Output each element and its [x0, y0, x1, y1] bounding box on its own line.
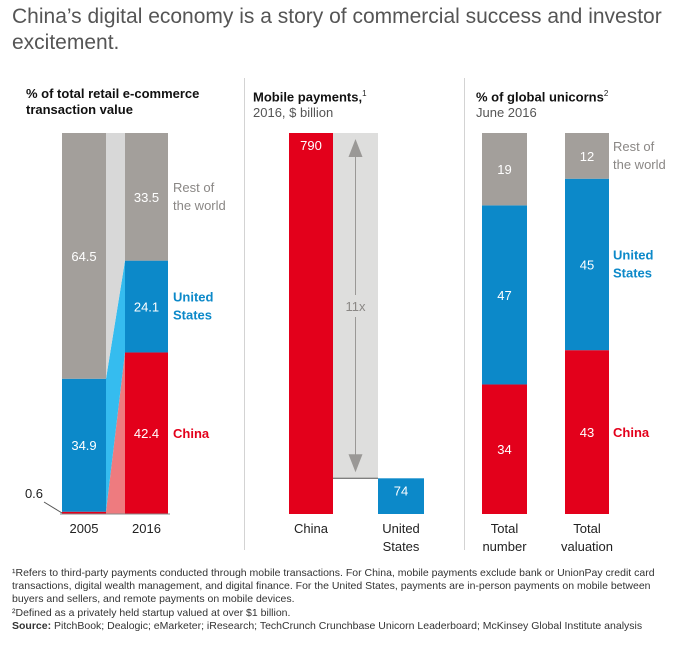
unicorn-bar-total-number-china: [482, 384, 527, 514]
unicorn-legend-us-line-2: States: [613, 265, 652, 280]
ecommerce-bar-2016-china: [125, 352, 168, 514]
mobile-value-us: 74: [394, 483, 408, 498]
mobile-bar-us: [378, 478, 424, 514]
ecommerce-bar-2016-rest: [125, 133, 168, 261]
footnotes: ¹Refers to third-party payments conducte…: [12, 567, 680, 633]
unicorn-category-total-number-line-1: Total: [491, 521, 519, 536]
ecommerce-value-2005-us: 34.9: [71, 438, 96, 453]
ecommerce-connector-us: [106, 260, 125, 512]
unicorn-value-total-valuation-us: 45: [580, 257, 594, 272]
ecommerce-value-2016-us: 24.1: [134, 300, 159, 315]
panel-heading-unicorns-text: % of global unicorns: [476, 89, 604, 105]
ecommerce-bar-2016-us: [125, 260, 168, 353]
panel-subheading-unicorns: June 2016: [476, 105, 537, 121]
ecommerce-legend-rest-line-1: Rest of: [173, 180, 215, 195]
mobile-category-china: China: [294, 521, 329, 536]
ecommerce-connector-rest: [106, 133, 125, 379]
panel-divider-left: [244, 78, 245, 550]
unicorn-value-total-number-us: 47: [497, 288, 511, 303]
charts-canvas: 34.9 64.5 2005 42.4 24.1 33.5 2016 0.6 Rest of th…: [25, 133, 666, 554]
mobile-arrow-head-up: [348, 139, 363, 157]
unicorn-value-total-valuation-china: 43: [580, 425, 594, 440]
ecommerce-legend-rest-line-2: the world: [173, 198, 226, 213]
source-text: PitchBook; Dealogic; eMarketer; iResearc…: [51, 619, 643, 632]
mobile-bar-china: [289, 133, 333, 514]
ecommerce-bar-2005-china: [62, 511, 106, 514]
unicorn-legend-rest-line-2: the world: [613, 157, 666, 172]
ecommerce-value-2005-china: 0.6: [25, 486, 43, 501]
ecommerce-leader-line: [43, 501, 63, 514]
panel-heading-mobile-payments: Mobile payments,1 2016, $ billion: [253, 86, 453, 121]
unicorn-legend-china: China: [613, 425, 650, 440]
ecommerce-legend-us-line-2: States: [173, 308, 212, 323]
panel-heading-mobile-payments-text: Mobile payments,: [253, 89, 363, 105]
unicorn-legend-rest-line-1: Rest of: [613, 139, 655, 154]
unicorn-category-total-valuation-line-2: valuation: [561, 539, 613, 554]
ecommerce-bar-2005-us: [62, 378, 106, 512]
panel-heading-unicorns: % of global unicorns2 June 2016: [476, 86, 676, 121]
mobile-annotation-11x: 11x: [346, 299, 366, 314]
unicorn-value-total-valuation-rest: 12: [580, 149, 594, 164]
footnote-marker-2: 2: [603, 89, 609, 98]
footnote-1: ¹Refers to third-party payments conducte…: [12, 567, 655, 606]
ecommerce-legend-us-line-1: United: [173, 290, 214, 305]
unicorn-bar-total-number-us: [482, 205, 527, 385]
source-note: Source: PitchBook; Dealogic; eMarketer; …: [12, 620, 680, 633]
ecommerce-connector-china: [106, 352, 125, 514]
mobile-category-us-line-1: United: [382, 521, 420, 536]
panel-subheading-mobile-payments: 2016, $ billion: [253, 105, 334, 121]
footnote-marker-1: 1: [362, 89, 367, 98]
ecommerce-bar-2005-rest: [62, 133, 106, 379]
ecommerce-value-2016-rest: 33.5: [134, 190, 159, 205]
unicorn-bar-total-valuation-china: [565, 350, 609, 514]
mobile-arrow-head-down: [348, 454, 363, 473]
unicorn-bar-total-number-rest: [482, 133, 527, 206]
unicorn-value-total-number-rest: 19: [497, 162, 511, 177]
ecommerce-category-2016: 2016: [132, 521, 161, 536]
unicorn-value-total-number-china: 34: [497, 442, 511, 457]
source-label: Source:: [12, 619, 52, 632]
panel-heading-ecommerce: % of total retail e-commerce transaction…: [26, 86, 241, 118]
ecommerce-legend-china: China: [173, 426, 210, 441]
mobile-annotation-mask: [341, 295, 370, 317]
ecommerce-value-2005-rest: 64.5: [71, 249, 96, 264]
ecommerce-value-2016-china: 42.4: [134, 426, 159, 441]
unicorn-category-total-number-line-2: number: [482, 539, 527, 554]
unicorn-bar-total-valuation-rest: [565, 133, 609, 179]
footnote-2: ²Defined as a privately held startup val…: [12, 606, 291, 619]
mobile-category-us-line-2: States: [383, 539, 420, 554]
ecommerce-category-2005: 2005: [70, 521, 99, 536]
mobile-value-china: 790: [300, 138, 322, 153]
unicorn-bar-total-valuation-us: [565, 178, 609, 351]
page-title: China’s digital economy is a story of co…: [12, 5, 662, 54]
panel-heading-ecommerce-text: % of total retail e-commerce transaction…: [26, 86, 200, 117]
unicorn-category-total-valuation-line-1: Total: [573, 521, 601, 536]
unicorn-legend-us-line-1: United: [613, 247, 654, 262]
panel-divider-right: [464, 78, 465, 550]
